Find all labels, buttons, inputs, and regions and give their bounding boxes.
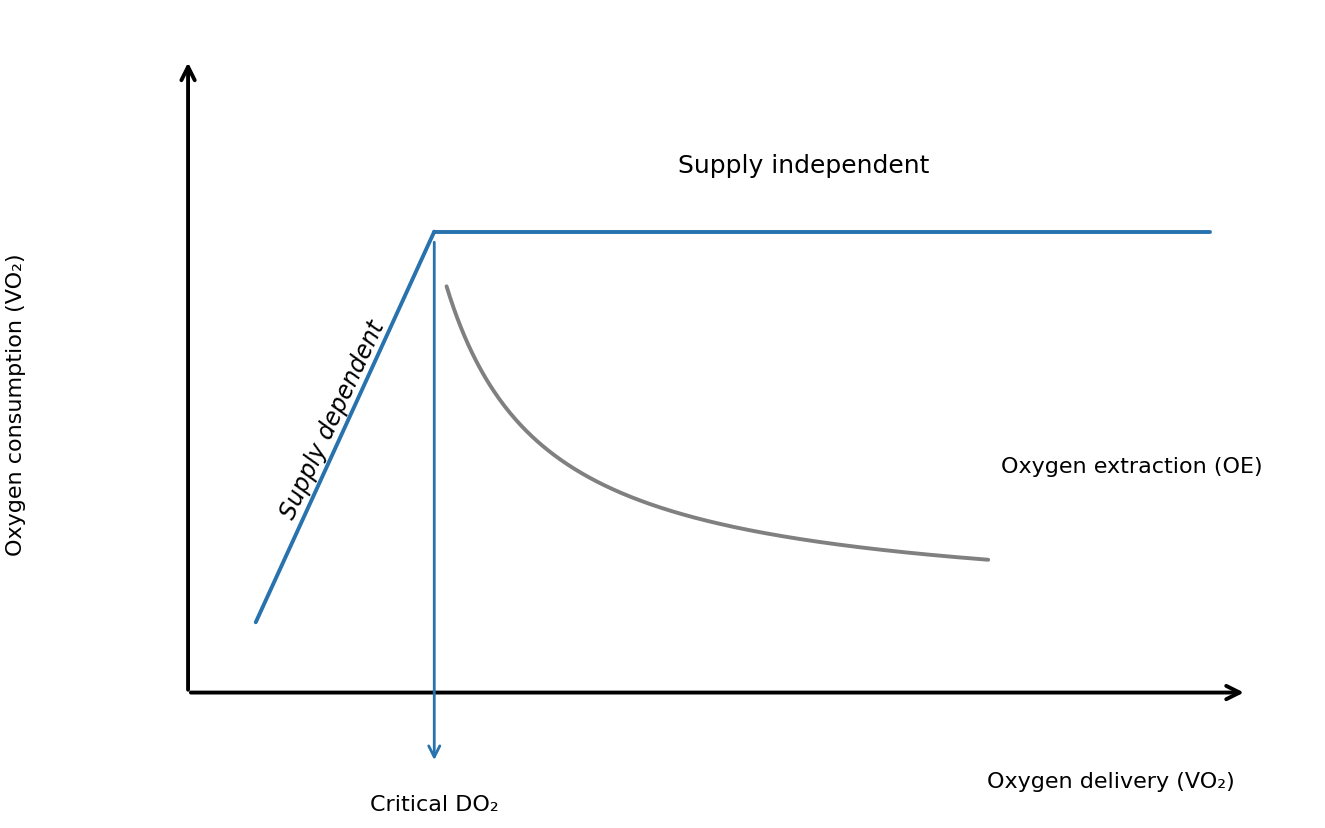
Text: Supply dependent: Supply dependent <box>276 317 390 522</box>
Text: Oxygen consumption (VO₂): Oxygen consumption (VO₂) <box>5 253 25 555</box>
Text: Critical DO₂: Critical DO₂ <box>370 794 498 814</box>
Text: Supply independent: Supply independent <box>678 154 929 178</box>
Text: Oxygen delivery (VO₂): Oxygen delivery (VO₂) <box>987 771 1235 791</box>
Text: Oxygen extraction (OE): Oxygen extraction (OE) <box>1000 456 1263 476</box>
